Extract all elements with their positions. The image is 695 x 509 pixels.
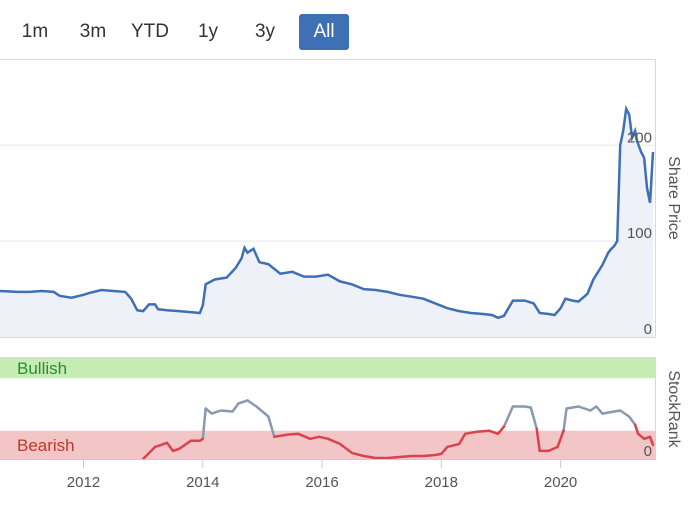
price-area-fill bbox=[0, 108, 653, 337]
rank-band-label-bearish: Bearish bbox=[17, 436, 75, 455]
share-price-panel: 0 100 200 Share Price bbox=[0, 59, 682, 338]
range-3y-button[interactable]: 3y bbox=[254, 21, 276, 42]
price-y-tick-label: 200 bbox=[627, 129, 652, 146]
rank-line-below-threshold bbox=[141, 423, 655, 461]
rank-y-axis-label: StockRank bbox=[665, 370, 682, 448]
x-tick-label: 2018 bbox=[425, 474, 458, 491]
price-gridlines bbox=[0, 144, 656, 242]
price-line bbox=[0, 104, 655, 320]
price-y-axis-label: Share Price bbox=[665, 156, 682, 240]
price-y-tick-label: 100 bbox=[627, 225, 652, 242]
range-3m-button[interactable]: 3m bbox=[79, 21, 107, 42]
rank-band-bearish bbox=[0, 430, 656, 459]
rank-line-above-threshold bbox=[201, 399, 637, 441]
x-tick-label: 2020 bbox=[544, 474, 577, 491]
rank-y-tick-label: 0 bbox=[644, 443, 652, 460]
range-selector: 1m 3m YTD 1y 3y All bbox=[0, 14, 400, 52]
x-tick-label: 2012 bbox=[67, 474, 100, 491]
price-y-tick-labels: 0 100 200 bbox=[627, 129, 652, 338]
price-y-tick-label: 0 bbox=[644, 321, 652, 338]
range-1y-button[interactable]: 1y bbox=[197, 21, 219, 42]
rank-y-tick-labels: 0 bbox=[644, 443, 652, 460]
x-tick-label: 2014 bbox=[186, 474, 219, 491]
x-tick-label: 2016 bbox=[305, 474, 338, 491]
rank-band-label-bullish: Bullish bbox=[17, 359, 67, 378]
x-axis: 2012 2014 2016 2018 2020 bbox=[67, 459, 577, 491]
rank-band-bullish bbox=[0, 358, 656, 379]
range-all-button[interactable]: All bbox=[299, 14, 349, 50]
rank-bands: Bullish Bearish bbox=[0, 358, 656, 459]
range-1m-button[interactable]: 1m bbox=[21, 21, 49, 42]
range-ytd-button[interactable]: YTD bbox=[131, 21, 169, 42]
